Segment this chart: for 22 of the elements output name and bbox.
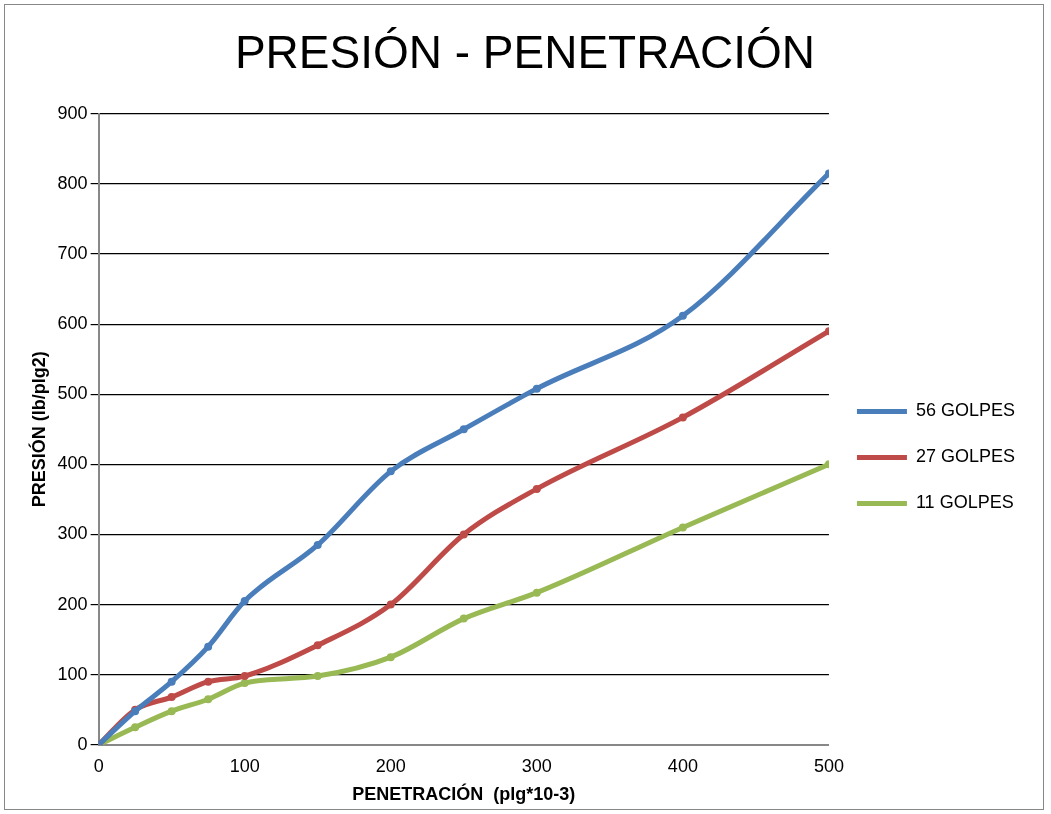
y-tick-label: 600 <box>57 313 88 334</box>
legend-label: 56 GOLPES <box>915 400 1016 421</box>
y-tick-label: 700 <box>57 242 88 263</box>
x-tick-label: 100 <box>229 755 260 776</box>
x-tick-label: 200 <box>375 755 406 776</box>
legend-label: 11 GOLPES <box>915 492 1014 513</box>
y-tick-label: 900 <box>57 102 88 123</box>
y-tick-label: 200 <box>57 593 88 614</box>
y-axis-title: PRESIÓN (lb/plg2) <box>27 351 49 508</box>
x-tick-label: 500 <box>813 755 844 776</box>
chart-title: PRESIÓN - PENETRACIÓN <box>233 25 817 79</box>
y-tick-label: 500 <box>57 383 88 404</box>
x-tick-label: 0 <box>93 755 104 776</box>
y-tick-label: 400 <box>57 453 88 474</box>
x-axis-title: PENETRACIÓN (plg*10-3) <box>352 783 576 805</box>
x-tick-label: 400 <box>667 755 698 776</box>
legend-label: 27 GOLPES <box>915 446 1016 467</box>
x-tick-label: 300 <box>521 755 552 776</box>
y-tick-label: 300 <box>57 523 88 544</box>
y-tick-label: 0 <box>77 733 88 754</box>
y-tick-label: 100 <box>57 663 88 684</box>
y-tick-label: 800 <box>57 172 88 193</box>
